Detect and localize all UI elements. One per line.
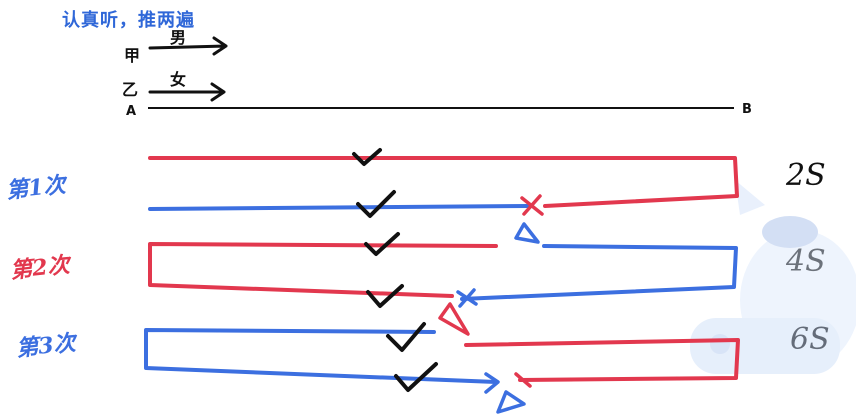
round-3-meet-triangle (496, 390, 526, 414)
round-2-meet-mark (456, 288, 478, 308)
walker-label-bottom-left: 乙 (122, 80, 139, 99)
check-mark-5 (386, 322, 426, 352)
walker-arrows (148, 36, 228, 102)
walker-label-bottom: 女 (170, 70, 187, 89)
round-2-return-path (460, 244, 738, 301)
point-b-label: B (742, 102, 752, 117)
round-2-path (148, 242, 738, 301)
check-mark-6 (394, 362, 438, 392)
round-3-path (144, 328, 740, 384)
meeting-markers (438, 194, 544, 414)
check-mark-1 (352, 148, 382, 166)
check-mark-2 (356, 190, 396, 218)
round-3-return-path (464, 338, 740, 382)
check-marks (352, 148, 438, 392)
walker-label-top-left: 甲 (124, 46, 141, 65)
round-1-forward-path (148, 156, 739, 208)
round-3-meet-mark (514, 372, 532, 388)
walker-top-arrow (148, 36, 228, 56)
point-a-label: A (126, 104, 137, 119)
round-1-return-path (148, 204, 530, 211)
round-3-time: 6S (790, 322, 830, 357)
lesson-title: 认真听，推两遍 (62, 10, 195, 31)
round-1-path (148, 156, 739, 211)
round-3-forward-path (144, 328, 498, 384)
round-2-forward-path (148, 242, 498, 298)
check-mark-3 (364, 232, 400, 256)
mascot-watermark (690, 180, 856, 374)
round-1-meet-triangle (514, 222, 540, 244)
round-2-meet-triangle (438, 302, 470, 336)
check-mark-4 (366, 284, 404, 308)
round-1-time: 2S (786, 158, 826, 193)
walker-label-top: 男 (170, 28, 187, 47)
walker-bottom-arrow (148, 82, 226, 102)
round-2-time: 4S (786, 244, 826, 279)
round-1-meet-mark (520, 194, 544, 216)
round-3-forward-arrowhead (484, 372, 500, 394)
